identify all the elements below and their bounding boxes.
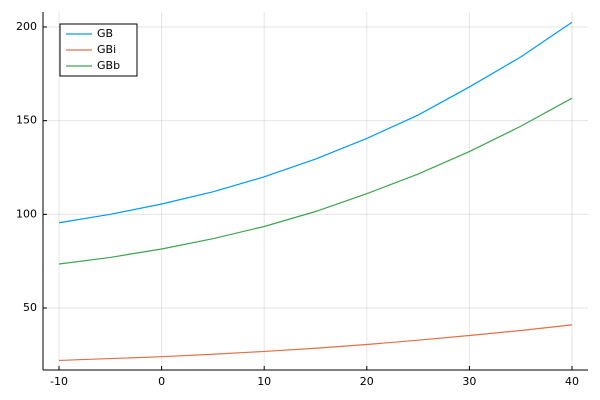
x-tick-label: 10 (257, 375, 271, 388)
legend-label: GBb (97, 59, 120, 72)
x-tick-label: 40 (565, 375, 579, 388)
legend-label: GB (97, 27, 113, 40)
y-tick-label: 200 (16, 20, 37, 33)
x-tick-label: -10 (50, 375, 68, 388)
x-tick-label: 0 (158, 375, 165, 388)
y-tick-label: 100 (16, 207, 37, 220)
series-line (58, 21, 573, 224)
y-tick-label: 50 (23, 301, 37, 314)
legend-label: GBi (97, 43, 116, 56)
series-line (58, 97, 573, 265)
series-line (58, 324, 573, 362)
x-tick-label: 30 (462, 375, 476, 388)
x-tick-label: 20 (360, 375, 374, 388)
y-tick-label: 150 (16, 114, 37, 127)
